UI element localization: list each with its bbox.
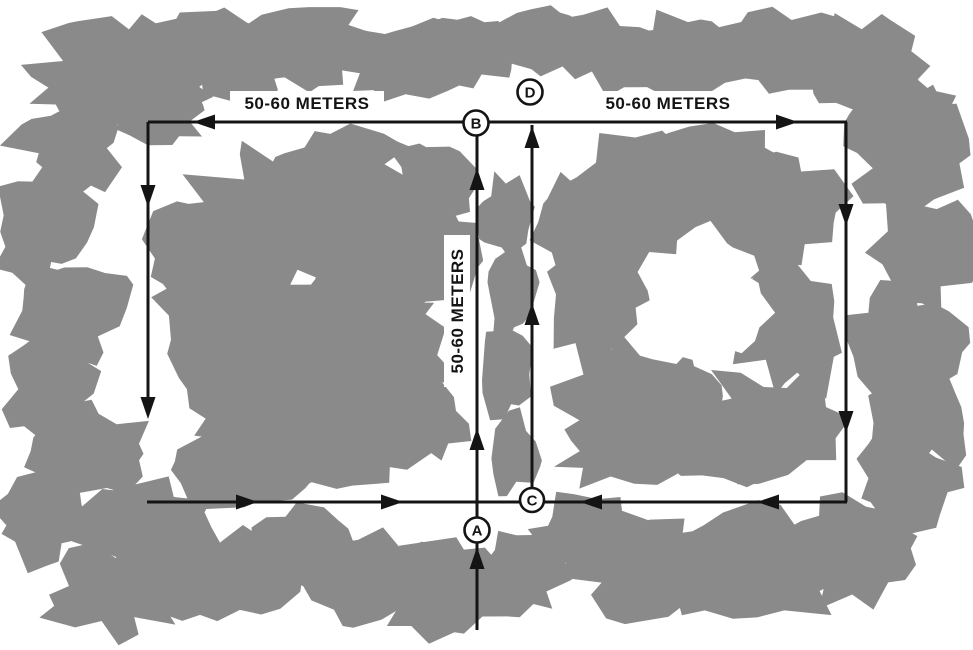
distance-label-top-right: 50-60 METERS — [591, 91, 745, 114]
vegetation-blob — [141, 201, 264, 319]
vegetation-blob — [487, 245, 540, 349]
route-layer — [140, 114, 854, 630]
direction-arrow-up — [524, 303, 540, 325]
vegetation-clearing — [684, 269, 776, 354]
vegetation-blob — [170, 426, 322, 510]
direction-arrow-down — [838, 411, 854, 433]
distance-label-text: 50-60 METERS — [605, 94, 730, 113]
direction-arrow-left — [757, 494, 779, 510]
vegetation-blob — [482, 329, 534, 421]
label-background — [230, 91, 384, 114]
waypoint-d-label: D — [525, 85, 536, 102]
waypoint-d: D — [516, 78, 544, 106]
direction-arrow-right — [381, 494, 403, 510]
waypoint-b-circle — [462, 109, 490, 137]
vegetation-clearing — [624, 277, 715, 364]
vegetation-blob — [355, 365, 472, 470]
waypoint-c: C — [518, 486, 546, 514]
waypoint-a-label: A — [472, 523, 483, 540]
vegetation-blob — [251, 502, 361, 594]
direction-arrow-up — [469, 168, 485, 190]
direction-arrow-right — [776, 114, 798, 130]
direction-arrow-left — [193, 114, 215, 130]
vegetation-blob — [774, 492, 918, 610]
label-background — [444, 235, 470, 387]
direction-arrow-down — [140, 397, 156, 419]
vegetation-blob — [663, 414, 785, 488]
vegetation-blob — [0, 470, 94, 574]
vegetation-blob — [847, 84, 971, 219]
vegetation-blob — [0, 95, 122, 199]
waypoint-c-circle — [518, 486, 546, 514]
vegetation-blob — [217, 7, 398, 93]
vegetation-blob — [264, 123, 410, 203]
distance-label-text: 50-60 METERS — [448, 248, 467, 373]
label-background — [591, 91, 745, 114]
waypoint-b: B — [462, 109, 490, 137]
waypoint-b-label: B — [471, 116, 482, 133]
vegetation-blob — [0, 159, 99, 292]
vegetation-blob — [864, 199, 973, 313]
vegetation-blob — [24, 399, 149, 497]
vegetation-blob — [622, 122, 790, 194]
vegetation-blob — [845, 280, 971, 403]
vegetation-blob — [111, 78, 205, 146]
vegetation-blob — [491, 407, 542, 497]
vegetation-blob — [389, 143, 479, 226]
vegetation-blob — [554, 419, 689, 489]
distance-label-center-vertical: 50-60 METERS — [444, 235, 470, 387]
direction-arrow-up — [469, 428, 485, 450]
waypoint-a: A — [463, 516, 491, 544]
waypoint-a-circle — [463, 516, 491, 544]
vegetation-blob — [529, 171, 609, 276]
vegetation-layer — [0, 5, 973, 646]
vegetation-blob — [868, 365, 967, 478]
direction-arrow-down — [140, 185, 156, 207]
vegetation-blob — [537, 7, 693, 98]
direction-arrow-down — [838, 204, 854, 226]
waypoint-d-circle — [516, 78, 544, 106]
direction-arrow-left — [580, 494, 602, 510]
direction-arrow-up — [524, 126, 540, 148]
distance-label-top-left: 50-60 METERS — [230, 91, 384, 114]
vegetation-blob — [808, 13, 931, 110]
direction-arrow-up — [469, 547, 485, 569]
vegetation-blob — [856, 434, 965, 535]
direction-arrow-right — [236, 494, 258, 510]
waypoint-c-label: C — [527, 493, 538, 510]
distance-label-text: 50-60 METERS — [244, 94, 369, 113]
vegetation-blob — [475, 171, 535, 257]
